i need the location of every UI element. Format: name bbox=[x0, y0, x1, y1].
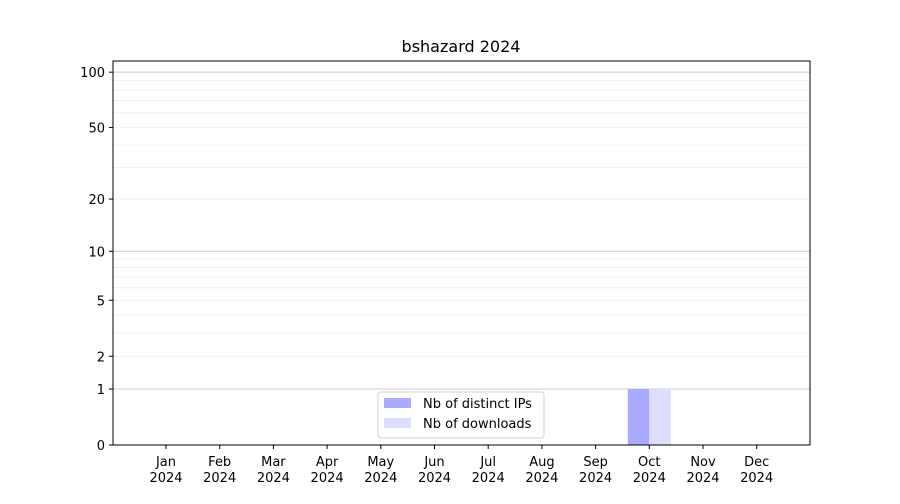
x-tick-label: 2024 bbox=[472, 471, 505, 486]
x-tick-label: 2024 bbox=[257, 471, 290, 486]
x-tick-label: 2024 bbox=[203, 471, 236, 486]
plot-frame bbox=[112, 60, 811, 446]
y-tick-label: 5 bbox=[97, 294, 105, 309]
y-tick-label: 50 bbox=[88, 121, 105, 136]
legend: Nb of distinct IPs Nb of downloads bbox=[377, 391, 545, 439]
y-tick-label: 10 bbox=[88, 245, 105, 260]
legend-swatch bbox=[384, 418, 411, 428]
y-tick-label: 0 bbox=[97, 439, 105, 454]
x-tick-label: 2024 bbox=[686, 471, 719, 486]
x-tick-label: Oct bbox=[638, 455, 660, 470]
x-tick-label: Jan bbox=[155, 455, 176, 470]
x-tick-label: Apr bbox=[316, 455, 339, 470]
legend-label: Nb of distinct IPs bbox=[423, 397, 532, 412]
x-tick-label: Jul bbox=[479, 455, 496, 470]
bar-downloads bbox=[649, 389, 671, 445]
x-tick-label: Nov bbox=[690, 455, 716, 470]
x-tick-label: 2024 bbox=[633, 471, 666, 486]
y-tick-label: 20 bbox=[88, 193, 105, 208]
x-tick-label: Jun bbox=[423, 455, 444, 470]
x-tick-label: 2024 bbox=[579, 471, 612, 486]
legend-label: Nb of downloads bbox=[423, 417, 532, 432]
x-tick-label: May bbox=[367, 455, 394, 470]
legend-box bbox=[377, 391, 545, 439]
y-tick-label: 1 bbox=[97, 383, 105, 398]
bar-distinct-ips bbox=[627, 389, 650, 445]
x-tick-label: Feb bbox=[208, 455, 231, 470]
x-tick-label: 2024 bbox=[740, 471, 773, 486]
x-tick-label: 2024 bbox=[418, 471, 451, 486]
chart-title: bshazard 2024 bbox=[402, 37, 521, 56]
y-tick-label: 100 bbox=[80, 66, 105, 81]
legend-swatch bbox=[384, 398, 411, 408]
x-tick-label: 2024 bbox=[525, 471, 558, 486]
x-tick-label: 2024 bbox=[311, 471, 344, 486]
x-tick-label: Mar bbox=[261, 455, 286, 470]
y-tick-label: 2 bbox=[97, 350, 105, 365]
x-tick-label: 2024 bbox=[364, 471, 397, 486]
x-tick-label: Dec bbox=[744, 455, 769, 470]
x-tick-label: Sep bbox=[583, 455, 608, 470]
x-tick-label: Aug bbox=[529, 455, 554, 470]
x-tick-label: 2024 bbox=[149, 471, 182, 486]
